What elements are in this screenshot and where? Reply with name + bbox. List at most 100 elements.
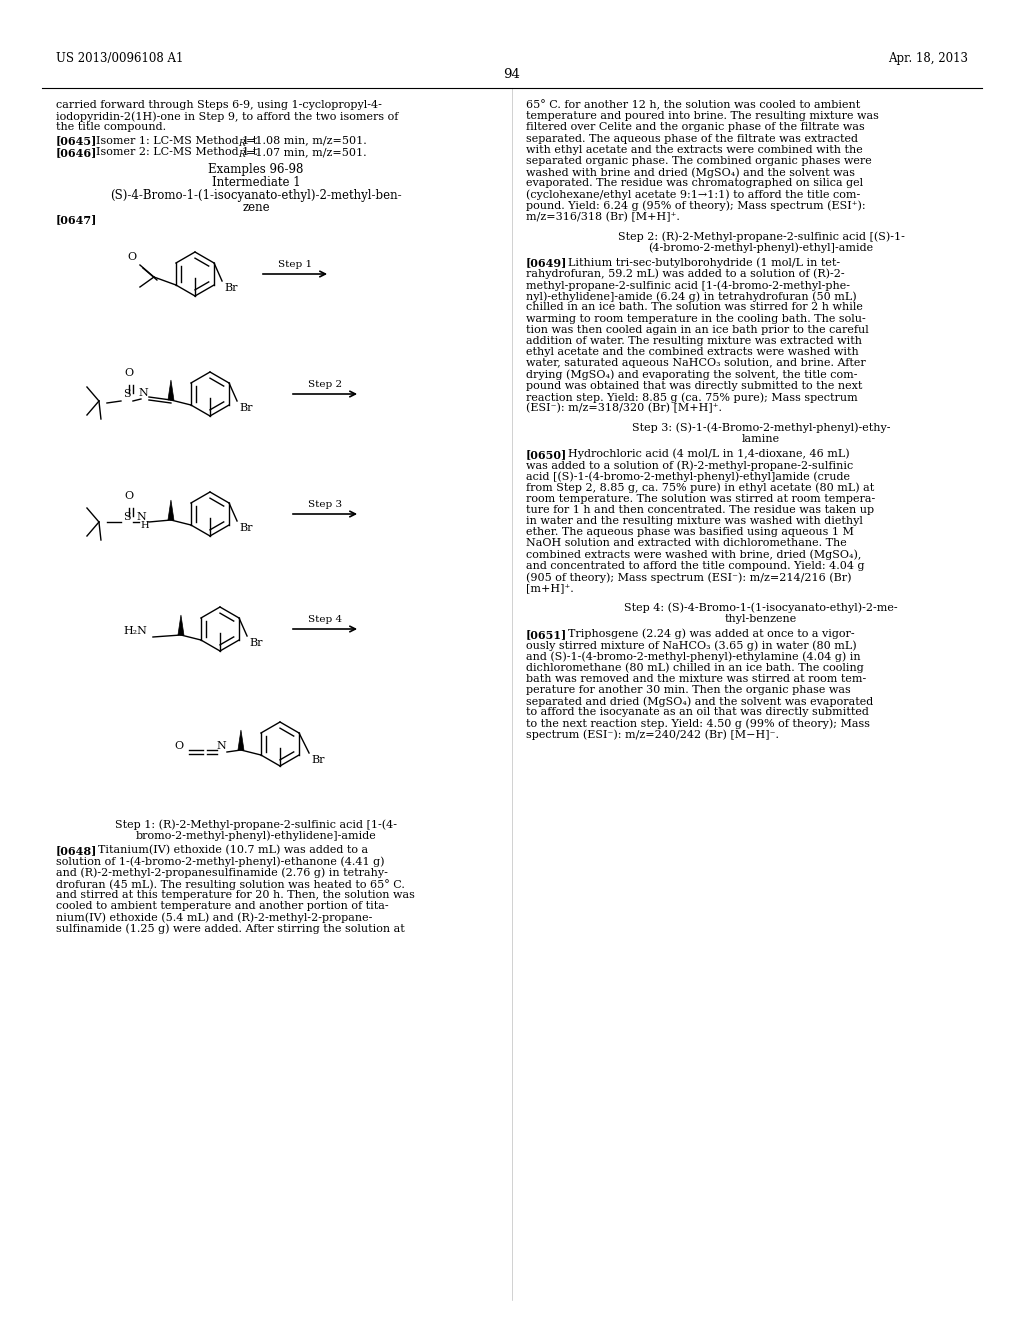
Text: drying (MgSO₄) and evaporating the solvent, the title com-: drying (MgSO₄) and evaporating the solve…	[526, 370, 857, 380]
Text: separated. The aqueous phase of the filtrate was extracted: separated. The aqueous phase of the filt…	[526, 133, 858, 144]
Text: combined extracts were washed with brine, dried (MgSO₄),: combined extracts were washed with brine…	[526, 549, 861, 560]
Text: filtered over Celite and the organic phase of the filtrate was: filtered over Celite and the organic pha…	[526, 123, 864, 132]
Text: Step 1: Step 1	[278, 260, 312, 269]
Text: perature for another 30 min. Then the organic phase was: perature for another 30 min. Then the or…	[526, 685, 851, 694]
Text: pound. Yield: 6.24 g (95% of theory); Mass spectrum (ESI⁺):: pound. Yield: 6.24 g (95% of theory); Ma…	[526, 201, 865, 211]
Text: thyl-benzene: thyl-benzene	[725, 614, 797, 623]
Text: Step 2: (R)-2-Methyl-propane-2-sulfinic acid [(S)-1-: Step 2: (R)-2-Methyl-propane-2-sulfinic …	[617, 231, 904, 242]
Text: [m+H]⁺.: [m+H]⁺.	[526, 583, 573, 593]
Text: (ESI⁻): m/z=318/320 (Br) [M+H]⁺.: (ESI⁻): m/z=318/320 (Br) [M+H]⁺.	[526, 403, 722, 413]
Polygon shape	[168, 380, 174, 400]
Text: and concentrated to afford the title compound. Yield: 4.04 g: and concentrated to afford the title com…	[526, 561, 864, 570]
Text: H: H	[140, 521, 150, 531]
Text: solution of 1-(4-bromo-2-methyl-phenyl)-ethanone (4.41 g): solution of 1-(4-bromo-2-methyl-phenyl)-…	[56, 857, 384, 867]
Text: ture for 1 h and then concentrated. The residue was taken up: ture for 1 h and then concentrated. The …	[526, 504, 874, 515]
Text: Br: Br	[249, 638, 262, 648]
Text: to the next reaction step. Yield: 4.50 g (99% of theory); Mass: to the next reaction step. Yield: 4.50 g…	[526, 718, 870, 729]
Text: and stirred at this temperature for 20 h. Then, the solution was: and stirred at this temperature for 20 h…	[56, 890, 415, 900]
Text: Step 4: (S)-4-Bromo-1-(1-isocyanato-ethyl)-2-me-: Step 4: (S)-4-Bromo-1-(1-isocyanato-ethy…	[625, 602, 898, 612]
Text: temperature and poured into brine. The resulting mixture was: temperature and poured into brine. The r…	[526, 111, 879, 121]
Text: chilled in an ice bath. The solution was stirred for 2 h while: chilled in an ice bath. The solution was…	[526, 302, 863, 313]
Text: Titanium(IV) ethoxide (10.7 mL) was added to a: Titanium(IV) ethoxide (10.7 mL) was adde…	[98, 845, 368, 855]
Polygon shape	[178, 615, 184, 635]
Text: (S)-4-Bromo-1-(1-isocyanato-ethyl)-2-methyl-ben-: (S)-4-Bromo-1-(1-isocyanato-ethyl)-2-met…	[111, 189, 401, 202]
Text: methyl-propane-2-sulfinic acid [1-(4-bromo-2-methyl-phe-: methyl-propane-2-sulfinic acid [1-(4-bro…	[526, 280, 850, 290]
Text: m/z=316/318 (Br) [M+H]⁺.: m/z=316/318 (Br) [M+H]⁺.	[526, 213, 680, 222]
Text: Apr. 18, 2013: Apr. 18, 2013	[888, 51, 968, 65]
Text: R: R	[238, 149, 245, 158]
Text: separated organic phase. The combined organic phases were: separated organic phase. The combined or…	[526, 156, 871, 166]
Text: and (R)-2-methyl-2-propanesulfinamide (2.76 g) in tetrahy-: and (R)-2-methyl-2-propanesulfinamide (2…	[56, 867, 388, 878]
Text: Intermediate 1: Intermediate 1	[212, 176, 300, 189]
Text: [0647]: [0647]	[56, 214, 97, 224]
Text: Step 3: (S)-1-(4-Bromo-2-methyl-phenyl)-ethy-: Step 3: (S)-1-(4-Bromo-2-methyl-phenyl)-…	[632, 422, 890, 433]
Text: evaporated. The residue was chromatographed on silica gel: evaporated. The residue was chromatograp…	[526, 178, 863, 189]
Text: NaOH solution and extracted with dichloromethane. The: NaOH solution and extracted with dichlor…	[526, 539, 847, 548]
Text: iodopyridin-2(1H)-one in Step 9, to afford the two isomers of: iodopyridin-2(1H)-one in Step 9, to affo…	[56, 111, 398, 121]
Text: tion was then cooled again in an ice bath prior to the careful: tion was then cooled again in an ice bat…	[526, 325, 868, 335]
Text: bromo-2-methyl-phenyl)-ethylidene]-amide: bromo-2-methyl-phenyl)-ethylidene]-amide	[135, 830, 377, 841]
Text: S: S	[123, 389, 131, 399]
Text: (905 of theory); Mass spectrum (ESI⁻): m/z=214/216 (Br): (905 of theory); Mass spectrum (ESI⁻): m…	[526, 572, 852, 582]
Text: [0650]: [0650]	[526, 449, 567, 459]
Text: addition of water. The resulting mixture was extracted with: addition of water. The resulting mixture…	[526, 337, 862, 346]
Text: the title compound.: the title compound.	[56, 123, 166, 132]
Text: (cyclohexane/ethyl acetate 9:1→1:1) to afford the title com-: (cyclohexane/ethyl acetate 9:1→1:1) to a…	[526, 190, 860, 201]
Text: ether. The aqueous phase was basified using aqueous 1 M: ether. The aqueous phase was basified us…	[526, 527, 854, 537]
Text: nium(IV) ethoxide (5.4 mL) and (R)-2-methyl-2-propane-: nium(IV) ethoxide (5.4 mL) and (R)-2-met…	[56, 912, 373, 923]
Text: Isomer 2: LC-MS Method 1 t: Isomer 2: LC-MS Method 1 t	[96, 147, 257, 157]
Text: [0651]: [0651]	[526, 628, 567, 640]
Polygon shape	[168, 500, 174, 520]
Text: =1.08 min, m/z=501.: =1.08 min, m/z=501.	[246, 136, 367, 145]
Text: washed with brine and dried (MgSO₄) and the solvent was: washed with brine and dried (MgSO₄) and …	[526, 168, 855, 178]
Text: O: O	[124, 368, 133, 378]
Text: room temperature. The solution was stirred at room tempera-: room temperature. The solution was stirr…	[526, 494, 876, 504]
Text: N: N	[216, 741, 226, 751]
Text: ethyl acetate and the combined extracts were washed with: ethyl acetate and the combined extracts …	[526, 347, 859, 358]
Text: nyl)-ethylidene]-amide (6.24 g) in tetrahydrofuran (50 mL): nyl)-ethylidene]-amide (6.24 g) in tetra…	[526, 292, 857, 302]
Text: lamine: lamine	[742, 433, 780, 444]
Text: Br: Br	[239, 523, 253, 533]
Text: R: R	[238, 139, 245, 148]
Text: dichloromethane (80 mL) chilled in an ice bath. The cooling: dichloromethane (80 mL) chilled in an ic…	[526, 663, 864, 673]
Text: Hydrochloric acid (4 mol/L in 1,4-dioxane, 46 mL): Hydrochloric acid (4 mol/L in 1,4-dioxan…	[568, 449, 850, 459]
Text: =1.07 min, m/z=501.: =1.07 min, m/z=501.	[246, 147, 367, 157]
Text: H₂N: H₂N	[123, 626, 146, 636]
Text: [0645]: [0645]	[56, 136, 97, 147]
Text: (4-bromo-2-methyl-phenyl)-ethyl]-amide: (4-bromo-2-methyl-phenyl)-ethyl]-amide	[648, 243, 873, 253]
Polygon shape	[238, 730, 244, 750]
Text: N: N	[136, 512, 145, 521]
Text: Step 1: (R)-2-Methyl-propane-2-sulfinic acid [1-(4-: Step 1: (R)-2-Methyl-propane-2-sulfinic …	[115, 818, 397, 829]
Text: ously stirred mixture of NaHCO₃ (3.65 g) in water (80 mL): ously stirred mixture of NaHCO₃ (3.65 g)…	[526, 640, 857, 651]
Text: was added to a solution of (R)-2-methyl-propane-2-sulfinic: was added to a solution of (R)-2-methyl-…	[526, 459, 853, 470]
Text: sulfinamide (1.25 g) were added. After stirring the solution at: sulfinamide (1.25 g) were added. After s…	[56, 924, 404, 935]
Text: separated and dried (MgSO₄) and the solvent was evaporated: separated and dried (MgSO₄) and the solv…	[526, 696, 873, 706]
Text: O: O	[127, 252, 136, 261]
Text: warming to room temperature in the cooling bath. The solu-: warming to room temperature in the cooli…	[526, 314, 865, 323]
Text: bath was removed and the mixture was stirred at room tem-: bath was removed and the mixture was sti…	[526, 673, 866, 684]
Text: O: O	[174, 741, 183, 751]
Text: water, saturated aqueous NaHCO₃ solution, and brine. After: water, saturated aqueous NaHCO₃ solution…	[526, 359, 865, 368]
Text: [0649]: [0649]	[526, 257, 567, 268]
Text: pound was obtained that was directly submitted to the next: pound was obtained that was directly sub…	[526, 380, 862, 391]
Text: cooled to ambient temperature and another portion of tita-: cooled to ambient temperature and anothe…	[56, 902, 389, 911]
Text: acid [(S)-1-(4-bromo-2-methyl-phenyl)-ethyl]amide (crude: acid [(S)-1-(4-bromo-2-methyl-phenyl)-et…	[526, 471, 850, 482]
Text: zene: zene	[243, 201, 269, 214]
Text: from Step 2, 8.85 g, ca. 75% pure) in ethyl acetate (80 mL) at: from Step 2, 8.85 g, ca. 75% pure) in et…	[526, 482, 874, 492]
Text: Step 2: Step 2	[308, 380, 342, 389]
Text: S: S	[123, 512, 131, 521]
Text: drofuran (45 mL). The resulting solution was heated to 65° C.: drofuran (45 mL). The resulting solution…	[56, 879, 404, 890]
Text: carried forward through Steps 6-9, using 1-cyclopropyl-4-: carried forward through Steps 6-9, using…	[56, 100, 382, 110]
Text: Br: Br	[311, 755, 325, 766]
Text: Step 4: Step 4	[308, 615, 342, 624]
Text: [0648]: [0648]	[56, 845, 97, 857]
Text: Lithium tri-sec-butylborohydride (1 mol/L in tet-: Lithium tri-sec-butylborohydride (1 mol/…	[568, 257, 840, 268]
Text: Br: Br	[224, 282, 238, 293]
Text: Step 3: Step 3	[308, 500, 342, 510]
Text: [0646]: [0646]	[56, 147, 97, 158]
Text: rahydrofuran, 59.2 mL) was added to a solution of (R)-2-: rahydrofuran, 59.2 mL) was added to a so…	[526, 269, 845, 280]
Text: US 2013/0096108 A1: US 2013/0096108 A1	[56, 51, 183, 65]
Text: N: N	[138, 388, 147, 399]
Text: Br: Br	[239, 403, 253, 413]
Text: Triphosgene (2.24 g) was added at once to a vigor-: Triphosgene (2.24 g) was added at once t…	[568, 628, 855, 639]
